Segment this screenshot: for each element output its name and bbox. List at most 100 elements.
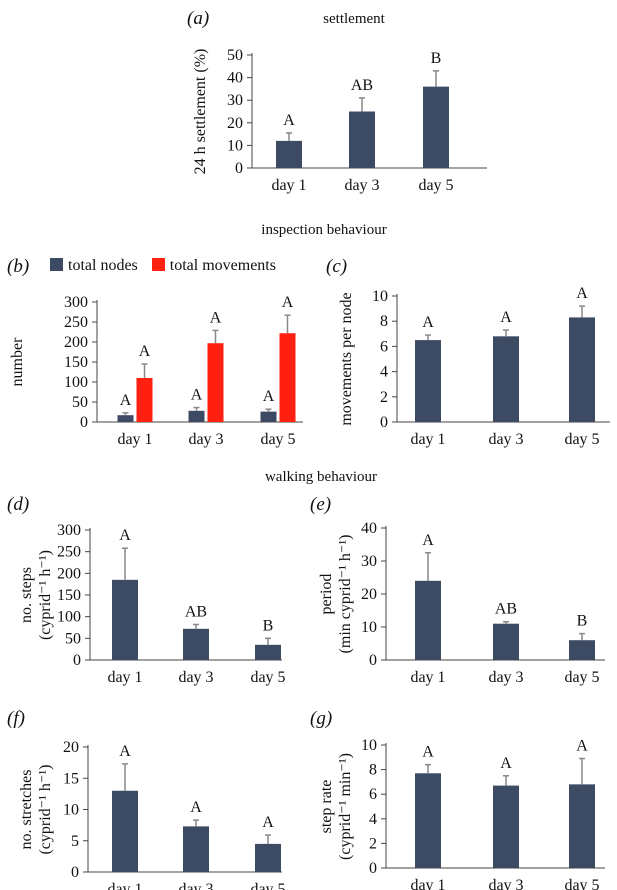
chart-panel-a: 0 10 20 30 40 50 day 1 day 3 day 5 24 h settlemen… — [192, 47, 487, 194]
y-tick-label: 20 — [361, 586, 377, 603]
y-axis-label: period — [318, 574, 335, 615]
panel-label-f: (f) — [7, 708, 25, 729]
y-tick-label: 300 — [57, 522, 81, 539]
y-tick-label: 4 — [369, 811, 377, 828]
significance-label: A — [576, 738, 588, 755]
y-axis-label: number — [9, 337, 26, 387]
y-axis-label: no. steps — [18, 567, 35, 623]
x-tick-label: day 5 — [564, 431, 599, 448]
bar — [493, 785, 519, 868]
x-tick-label: day 3 — [488, 669, 523, 686]
significance-label: A — [283, 112, 295, 129]
bar — [188, 410, 205, 422]
y-tick-label: 250 — [64, 314, 88, 331]
y-tick-label: 0 — [80, 414, 88, 431]
bar — [569, 784, 595, 868]
y-axis-label: (min cyprid⁻¹ h⁻¹) — [337, 535, 354, 654]
y-tick-label: 40 — [227, 70, 243, 87]
bar — [183, 628, 209, 660]
x-tick-label: day 3 — [488, 877, 523, 890]
bar — [423, 86, 449, 168]
x-tick-label: day 3 — [188, 431, 223, 448]
bar — [136, 378, 153, 422]
x-tick-label: day 3 — [344, 177, 379, 194]
significance-label: A — [282, 294, 294, 311]
y-tick-label: 0 — [380, 414, 388, 431]
significance-label: A — [119, 743, 131, 760]
y-tick-label: 0 — [369, 860, 377, 877]
chart-panel-g: 0 2 4 6 8 10 day 1 day 3 day 5 step rate (cyprid⁻¹… — [318, 737, 605, 890]
x-tick-label: day 1 — [410, 877, 445, 890]
panel-label-e: (e) — [310, 494, 332, 515]
significance-label: A — [191, 387, 203, 404]
panel-label-c: (c) — [326, 256, 348, 277]
x-tick-label: day 5 — [418, 177, 453, 194]
x-tick-label: day 1 — [410, 669, 445, 686]
legend: total nodes total movements — [50, 257, 286, 275]
y-tick-label: 300 — [64, 294, 88, 311]
x-tick-label: day 1 — [117, 431, 152, 448]
chart-panel-f: 0 5 10 15 20 day 1 day 3 day 5 no. stretches (cyp… — [18, 739, 286, 890]
significance-label: A — [576, 285, 588, 302]
bar — [415, 580, 441, 660]
bar — [493, 336, 519, 422]
legend-swatch-nodes — [50, 258, 63, 271]
y-tick-label: 50 — [72, 394, 88, 411]
significance-label: A — [190, 799, 202, 816]
y-tick-label: 0 — [73, 652, 81, 669]
y-tick-label: 10 — [361, 737, 377, 754]
significance-label: A — [119, 527, 131, 544]
bar — [207, 343, 224, 422]
y-tick-label: 2 — [380, 389, 388, 406]
panel-label-d: (d) — [7, 494, 30, 515]
significance-label: A — [262, 814, 274, 831]
x-tick-label: day 5 — [260, 431, 295, 448]
legend-label-movements: total movements — [169, 257, 276, 274]
y-tick-label: 0 — [369, 652, 377, 669]
legend-item-nodes: total nodes — [50, 257, 138, 275]
chart-panel-b: 0 50 100 150 200 250 300 day 1 day 3 day 5 number A… — [9, 294, 303, 448]
significance-label: A — [263, 388, 275, 405]
chart-panel-e: 0 10 20 30 40 day 1 day 3 day 5 period (min cypri… — [318, 520, 605, 686]
bar — [349, 111, 375, 168]
y-tick-label: 10 — [63, 802, 79, 819]
y-axis-label: movements per node — [338, 292, 355, 425]
bar — [415, 773, 441, 868]
y-tick-label: 8 — [369, 762, 377, 779]
bar — [493, 623, 519, 660]
panel-label-b: (b) — [7, 256, 30, 277]
y-tick-label: 200 — [57, 565, 81, 582]
bar — [183, 826, 209, 872]
y-tick-label: 20 — [227, 115, 243, 132]
y-tick-label: 150 — [57, 587, 81, 604]
y-tick-label: 30 — [227, 92, 243, 109]
x-tick-label: day 1 — [107, 881, 142, 890]
panel-label-a: (a) — [187, 8, 210, 29]
section-title-walking: walking behaviour — [264, 469, 378, 485]
x-tick-label: day 5 — [564, 877, 599, 890]
y-tick-label: 40 — [361, 520, 377, 537]
y-tick-label: 50 — [65, 630, 81, 647]
section-title-settlement: settlement — [323, 11, 385, 27]
y-axis-label: (cyprid⁻¹ h⁻¹) — [37, 764, 54, 854]
x-tick-label: day 3 — [488, 431, 523, 448]
y-tick-label: 30 — [361, 553, 377, 570]
y-axis-label: (cyprid⁻¹ min⁻¹) — [337, 753, 354, 860]
significance-label: A — [422, 314, 434, 331]
x-tick-label: day 5 — [250, 669, 285, 686]
bar — [117, 415, 134, 422]
bar — [112, 579, 138, 660]
significance-label: B — [577, 613, 588, 630]
significance-label: A — [210, 309, 222, 326]
y-axis-label: (cyprid⁻¹ h⁻¹) — [37, 550, 54, 640]
y-tick-label: 4 — [380, 364, 388, 381]
panel-label-g: (g) — [310, 708, 333, 729]
y-tick-label: 10 — [361, 619, 377, 636]
legend-swatch-movements — [151, 258, 165, 271]
y-tick-label: 5 — [71, 833, 79, 850]
x-tick-label: day 3 — [178, 881, 213, 890]
bar — [569, 640, 595, 660]
legend-item-movements: total movements — [151, 257, 276, 275]
x-tick-label: day 5 — [250, 881, 285, 890]
